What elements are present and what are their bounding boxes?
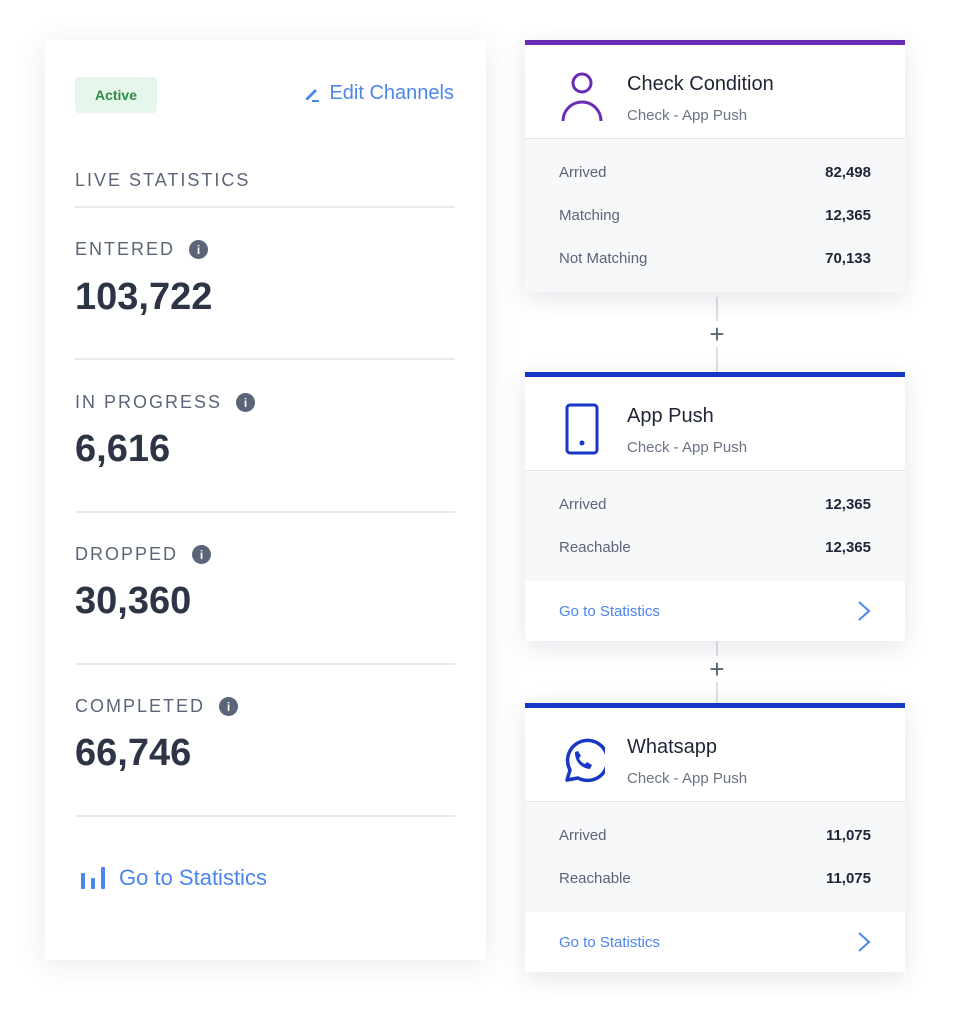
stat-value-completed: 66,746 xyxy=(75,732,192,774)
stat-label-entered: ENTERED i xyxy=(75,239,209,260)
divider xyxy=(75,663,455,665)
card-title: App Push xyxy=(627,405,714,427)
info-icon[interactable]: i xyxy=(236,393,256,412)
chevron-right-icon xyxy=(858,601,871,621)
chevron-right-icon xyxy=(858,932,871,952)
card-accent-bar xyxy=(525,372,905,377)
bar-chart-icon xyxy=(81,867,105,889)
info-icon[interactable]: i xyxy=(192,545,212,564)
card-whatsapp[interactable]: Whatsapp Check - App Push Arrived 11,075 … xyxy=(525,703,905,972)
live-statistics-panel: Active Edit Channels LIVE STATISTICS ENT… xyxy=(45,40,486,960)
card-app-push[interactable]: App Push Check - App Push Arrived 12,365 … xyxy=(525,372,905,641)
card-check-condition[interactable]: Check Condition Check - App Push Arrived… xyxy=(525,40,905,292)
stat-label-text: ENTERED xyxy=(75,239,176,259)
row-label: Arrived xyxy=(559,827,607,844)
row-value: 11,075 xyxy=(825,870,871,887)
go-to-statistics-link[interactable]: Go to Statistics xyxy=(81,865,267,891)
stat-label-in-progress: IN PROGRESS i xyxy=(75,392,256,413)
stat-row: Arrived 12,365 xyxy=(525,483,905,526)
card-accent-bar xyxy=(525,40,905,45)
footer-label: Go to Statistics xyxy=(559,602,660,620)
stat-row: Arrived 82,498 xyxy=(525,151,905,194)
stat-row: Matching 12,365 xyxy=(525,194,905,237)
stat-row: Not Matching 70,133 xyxy=(525,237,905,280)
stat-label-text: DROPPED xyxy=(75,544,179,564)
row-value: 12,365 xyxy=(825,496,871,513)
section-title: LIVE STATISTICS xyxy=(75,170,251,190)
row-label: Reachable xyxy=(559,539,631,556)
edit-channels-button[interactable]: Edit Channels xyxy=(303,82,454,105)
row-value: 12,365 xyxy=(825,539,871,556)
user-icon xyxy=(561,72,603,122)
stat-value-entered: 103,722 xyxy=(75,276,213,318)
add-step-button[interactable]: + xyxy=(704,656,730,682)
card-title: Check Condition xyxy=(627,73,774,95)
row-value: 70,133 xyxy=(825,250,871,267)
stat-label-text: IN PROGRESS xyxy=(75,392,223,412)
row-value: 12,365 xyxy=(825,207,871,224)
pencil-icon xyxy=(306,88,320,102)
info-icon[interactable]: i xyxy=(189,240,209,259)
row-label: Reachable xyxy=(559,870,631,887)
divider xyxy=(75,815,455,817)
card-accent-bar xyxy=(525,703,905,708)
go-to-statistics-label: Go to Statistics xyxy=(119,865,267,890)
add-step-button[interactable]: + xyxy=(704,321,730,347)
edit-channels-label: Edit Channels xyxy=(329,82,454,104)
stat-value-dropped: 30,360 xyxy=(75,580,192,622)
row-label: Arrived xyxy=(559,164,607,181)
stat-row: Reachable 11,075 xyxy=(525,857,905,900)
divider xyxy=(75,358,455,360)
row-label: Arrived xyxy=(559,496,607,513)
row-label: Not Matching xyxy=(559,250,648,267)
stat-label-dropped: DROPPED i xyxy=(75,544,212,565)
stat-label-text: COMPLETED xyxy=(75,696,206,716)
whatsapp-icon xyxy=(565,738,605,783)
stat-label-completed: COMPLETED i xyxy=(75,696,239,717)
row-value: 11,075 xyxy=(825,827,871,844)
card-subtitle: Check - App Push xyxy=(627,439,748,456)
stat-value-in-progress: 6,616 xyxy=(75,428,171,470)
go-to-statistics-link[interactable]: Go to Statistics xyxy=(525,912,905,972)
status-badge: Active xyxy=(75,77,157,113)
info-icon[interactable]: i xyxy=(219,697,239,716)
card-subtitle: Check - App Push xyxy=(627,770,748,787)
row-value: 82,498 xyxy=(825,164,871,181)
divider xyxy=(75,206,455,208)
divider xyxy=(75,511,455,513)
row-label: Matching xyxy=(559,207,620,224)
footer-label: Go to Statistics xyxy=(559,933,660,951)
smartphone-icon xyxy=(565,403,599,455)
stat-row: Reachable 12,365 xyxy=(525,526,905,569)
stat-row: Arrived 11,075 xyxy=(525,814,905,857)
card-subtitle: Check - App Push xyxy=(627,107,748,124)
go-to-statistics-link[interactable]: Go to Statistics xyxy=(525,581,905,641)
card-title: Whatsapp xyxy=(627,736,718,758)
